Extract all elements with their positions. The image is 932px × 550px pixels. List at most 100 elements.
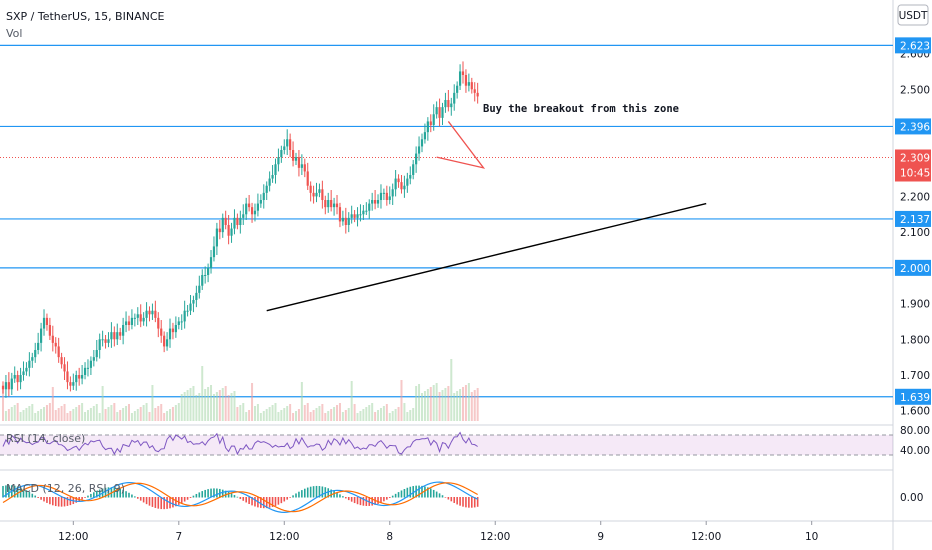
- volume-bar: [429, 387, 432, 421]
- candle-body: [28, 360, 31, 368]
- volume-bar: [259, 413, 262, 421]
- candle-body: [160, 328, 163, 336]
- macd-histogram-bar: [60, 497, 63, 507]
- macd-histogram-bar: [295, 493, 297, 498]
- volume-bar: [28, 406, 31, 421]
- candle-body: [224, 217, 227, 225]
- volume-bar: [78, 405, 81, 421]
- macd-histogram-bar: [465, 497, 467, 508]
- macd-histogram-bar: [157, 497, 160, 509]
- candle-body: [376, 200, 380, 204]
- candle-body: [382, 192, 385, 194]
- level-price-tag-label: 2.623: [900, 40, 930, 52]
- macd-histogram-bar: [471, 497, 473, 508]
- volume-bar: [309, 412, 312, 421]
- candle-body: [426, 121, 429, 133]
- candle-body: [186, 310, 189, 312]
- candle-body: [171, 328, 175, 333]
- volume-bar: [459, 389, 462, 421]
- macd-histogram-bar: [13, 485, 16, 498]
- macd-histogram-bar: [283, 497, 286, 502]
- volume-bar: [426, 389, 429, 421]
- current-price-label: 2.309: [900, 153, 930, 165]
- candle-body: [412, 164, 415, 175]
- volume-bar: [180, 394, 183, 421]
- candle-body: [142, 317, 145, 322]
- macd-histogram-bar: [119, 488, 121, 498]
- macd-histogram-bar: [154, 497, 157, 508]
- macd-histogram-bar: [345, 497, 347, 499]
- volume-bar: [169, 409, 172, 421]
- candle-body: [335, 203, 339, 208]
- volume-bar: [163, 413, 166, 421]
- macd-histogram-bar: [116, 487, 119, 498]
- macd-histogram-bar: [268, 497, 271, 508]
- candle-body: [253, 210, 257, 215]
- volume-bar: [423, 391, 426, 421]
- volume-bar: [239, 405, 242, 421]
- candle-body: [338, 207, 342, 222]
- candle-body: [286, 139, 289, 147]
- volume-bar: [166, 411, 169, 421]
- volume-bar: [95, 404, 98, 421]
- volume-bar: [321, 404, 324, 421]
- macd-histogram-bar: [321, 486, 324, 498]
- candle-body: [356, 214, 359, 218]
- volume-bar: [186, 390, 189, 421]
- macd-histogram-bar: [178, 497, 180, 505]
- candle-body: [476, 92, 479, 97]
- volume-bar: [297, 409, 300, 421]
- candle-body: [344, 217, 347, 225]
- volume-bar: [341, 412, 344, 421]
- macd-histogram-bar: [391, 495, 394, 498]
- volume-bar: [327, 411, 330, 421]
- currency-button[interactable]: USDT: [897, 4, 929, 26]
- candle-body: [34, 350, 37, 358]
- time-axis[interactable]: 12:00 7 12:00 8 12:00 9 12:00 10: [58, 521, 818, 543]
- volume-bar: [119, 410, 122, 421]
- macd-histogram-bar: [207, 489, 209, 498]
- time-tick-label: 12:00: [269, 531, 299, 543]
- volume-bar: [277, 412, 280, 421]
- macd-histogram-bar: [107, 487, 110, 498]
- macd-histogram-bar: [69, 497, 72, 506]
- volume-bar: [303, 405, 306, 421]
- macd-histogram-bar: [424, 486, 426, 498]
- volume-bar: [160, 404, 163, 421]
- volume-bar: [66, 413, 69, 421]
- macd-histogram-bar: [125, 491, 127, 498]
- candle-body: [429, 121, 432, 125]
- volume-bar: [333, 407, 336, 421]
- candle-body: [75, 375, 78, 383]
- macd-histogram-bar: [145, 497, 148, 505]
- macd-histogram-bar: [421, 485, 423, 498]
- candle-body: [332, 203, 336, 208]
- candle-body: [92, 357, 95, 361]
- candle-body: [271, 175, 274, 179]
- candle-body: [359, 214, 362, 216]
- volume-bar: [456, 391, 459, 421]
- macd-histogram-bar: [315, 485, 318, 498]
- candle-body: [48, 325, 51, 336]
- candle-body: [7, 382, 10, 390]
- macd-histogram-bar: [318, 486, 321, 498]
- macd-histogram-bar: [28, 491, 31, 498]
- macd-histogram-bar: [350, 497, 353, 502]
- price-axis[interactable]: 2.6002.5002.4002.3002.2002.1002.0001.900…: [895, 37, 931, 504]
- candle-body: [198, 285, 201, 293]
- candle-body: [54, 342, 57, 347]
- candle-body: [403, 185, 406, 190]
- candle-body: [209, 257, 213, 268]
- volume-bar: [136, 409, 139, 421]
- candle-body: [297, 157, 301, 168]
- volume-bar: [43, 407, 46, 421]
- volume-bar: [338, 403, 341, 421]
- level-price-tag: [895, 210, 931, 227]
- volume-bar: [16, 403, 19, 421]
- candle-body: [57, 346, 60, 358]
- candle-body: [250, 207, 254, 215]
- volume-bar: [268, 407, 271, 421]
- candle-body: [362, 210, 365, 215]
